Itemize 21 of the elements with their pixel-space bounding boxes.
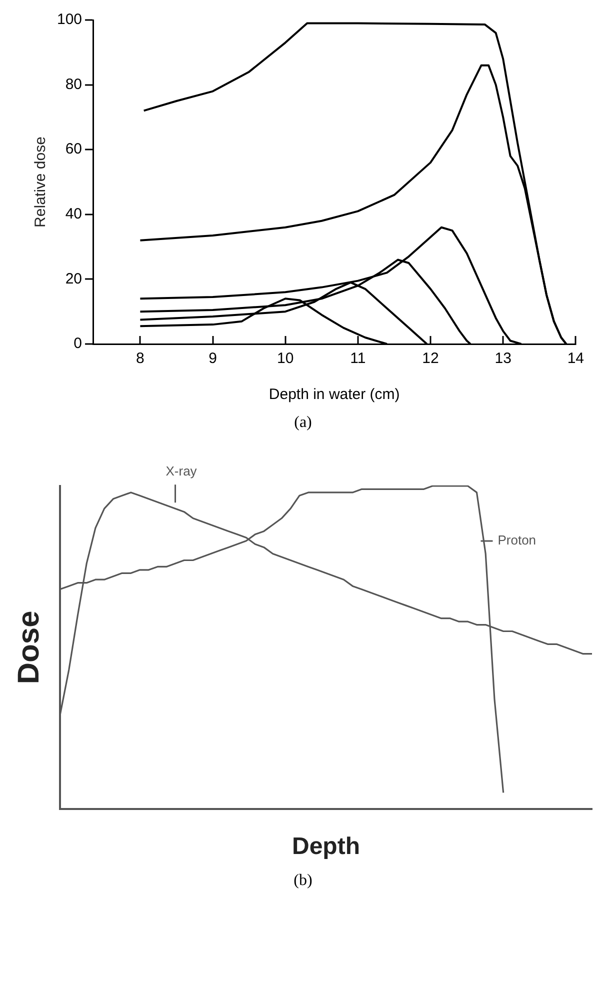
x-tick-label: 12 <box>422 350 439 368</box>
y-tick-label: 60 <box>65 140 82 158</box>
x-tick-label: 13 <box>494 350 512 368</box>
x-tick-label: 10 <box>277 350 294 368</box>
series-label: X-ray <box>166 464 198 479</box>
x-axis-title: Depth in water (cm) <box>268 386 400 404</box>
x-tick-label: 11 <box>350 350 366 368</box>
text: (b) <box>292 872 314 890</box>
y-tick-label: 20 <box>65 270 82 288</box>
legend-label: Proton <box>498 532 536 548</box>
y-axis-title: Relative dose <box>32 136 50 228</box>
y-tick-label: 40 <box>65 206 82 223</box>
y-tick-label: 100 <box>56 11 82 28</box>
x-axis-title: Depth <box>292 833 360 860</box>
y-axis-title: Dose <box>12 610 46 684</box>
y-tick-label: 0 <box>74 335 82 352</box>
text: (a) <box>293 414 313 432</box>
x-tick-label: 8 <box>136 350 144 368</box>
x-tick-label: 14 <box>567 350 584 368</box>
y-tick-label: 80 <box>65 76 82 93</box>
x-tick-label: 9 <box>208 350 217 368</box>
